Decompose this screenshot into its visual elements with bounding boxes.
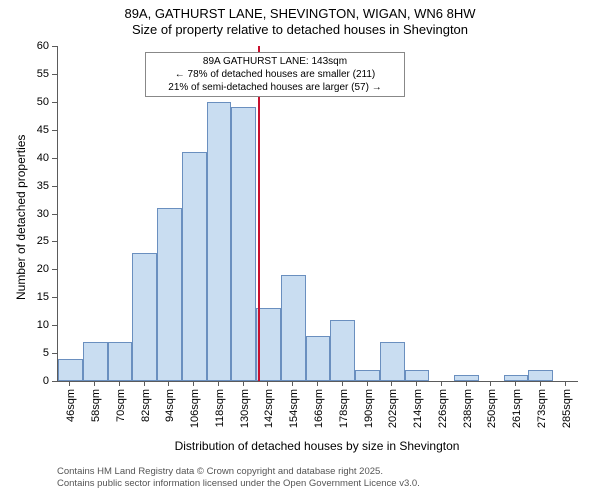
x-axis-label: Distribution of detached houses by size …	[57, 439, 577, 453]
y-tick-label: 60	[29, 40, 49, 52]
annotation-line3: 21% of semi-detached houses are larger (…	[150, 81, 400, 94]
x-tick-mark	[243, 381, 244, 386]
x-tick-mark	[69, 381, 70, 386]
y-tick-label: 55	[29, 68, 49, 80]
x-tick-label: 118sqm	[214, 389, 226, 427]
histogram-bar	[132, 253, 157, 381]
x-tick-label: 238sqm	[462, 389, 474, 428]
x-tick-label: 202sqm	[387, 389, 399, 428]
x-tick-mark	[94, 381, 95, 386]
x-tick-mark	[515, 381, 516, 386]
x-tick-label: 154sqm	[288, 389, 300, 428]
x-tick-mark	[540, 381, 541, 386]
histogram-bar	[306, 336, 331, 381]
y-tick-label: 0	[29, 375, 49, 387]
x-tick-mark	[466, 381, 467, 386]
x-tick-mark	[218, 381, 219, 386]
x-tick-label: 226sqm	[437, 389, 449, 428]
annotation-line1: 89A GATHURST LANE: 143sqm	[150, 55, 400, 68]
x-tick-mark	[317, 381, 318, 386]
y-tick-label: 25	[29, 235, 49, 247]
y-tick-mark	[52, 214, 57, 215]
x-tick-label: 214sqm	[412, 389, 424, 428]
x-tick-label: 261sqm	[511, 389, 523, 428]
histogram-bar	[108, 342, 133, 381]
histogram-bar	[157, 208, 182, 381]
x-tick-label: 166sqm	[313, 389, 325, 428]
footer-line2: Contains public sector information licen…	[57, 478, 420, 490]
y-tick-label: 10	[29, 319, 49, 331]
histogram-bar	[58, 359, 83, 381]
x-tick-label: 273sqm	[536, 389, 548, 428]
x-tick-label: 285sqm	[561, 389, 573, 428]
x-tick-label: 106sqm	[189, 389, 201, 428]
x-tick-label: 46sqm	[65, 389, 77, 422]
x-tick-mark	[490, 381, 491, 386]
x-tick-mark	[367, 381, 368, 386]
footer-line1: Contains HM Land Registry data © Crown c…	[57, 466, 420, 478]
x-tick-label: 250sqm	[486, 389, 498, 428]
x-tick-label: 178sqm	[338, 389, 350, 428]
x-tick-label: 82sqm	[140, 389, 152, 422]
x-tick-mark	[565, 381, 566, 386]
x-tick-mark	[441, 381, 442, 386]
x-tick-mark	[119, 381, 120, 386]
y-tick-label: 45	[29, 124, 49, 136]
histogram-bar	[231, 107, 256, 381]
y-axis-label: Number of detached properties	[14, 135, 28, 300]
footer-text: Contains HM Land Registry data © Crown c…	[57, 466, 420, 490]
x-tick-label: 58sqm	[90, 389, 102, 422]
y-tick-mark	[52, 353, 57, 354]
y-tick-mark	[52, 46, 57, 47]
x-tick-mark	[416, 381, 417, 386]
y-tick-mark	[52, 325, 57, 326]
x-tick-mark	[292, 381, 293, 386]
x-tick-label: 94sqm	[164, 389, 176, 422]
histogram-bar	[182, 152, 207, 381]
x-tick-mark	[193, 381, 194, 386]
histogram-bar	[380, 342, 405, 381]
chart-subtitle: Size of property relative to detached ho…	[0, 22, 600, 38]
x-tick-mark	[342, 381, 343, 386]
histogram-bar	[528, 370, 553, 381]
y-tick-mark	[52, 102, 57, 103]
y-tick-label: 15	[29, 291, 49, 303]
y-tick-mark	[52, 186, 57, 187]
y-tick-mark	[52, 158, 57, 159]
x-tick-mark	[391, 381, 392, 386]
histogram-bar	[83, 342, 108, 381]
x-tick-mark	[144, 381, 145, 386]
y-tick-label: 35	[29, 180, 49, 192]
x-tick-mark	[168, 381, 169, 386]
annotation-line2: ← 78% of detached houses are smaller (21…	[150, 68, 400, 81]
y-tick-label: 20	[29, 263, 49, 275]
chart-container: 89A, GATHURST LANE, SHEVINGTON, WIGAN, W…	[0, 0, 600, 500]
histogram-bar	[330, 320, 355, 381]
y-tick-mark	[52, 130, 57, 131]
x-tick-label: 70sqm	[115, 389, 127, 422]
y-tick-mark	[52, 269, 57, 270]
chart-title: 89A, GATHURST LANE, SHEVINGTON, WIGAN, W…	[0, 6, 600, 22]
y-tick-mark	[52, 241, 57, 242]
y-tick-label: 50	[29, 96, 49, 108]
histogram-bar	[405, 370, 430, 381]
histogram-bar	[454, 375, 479, 381]
x-tick-label: 190sqm	[363, 389, 375, 428]
x-tick-label: 130sqm	[239, 389, 251, 428]
title-block: 89A, GATHURST LANE, SHEVINGTON, WIGAN, W…	[0, 0, 600, 39]
y-tick-label: 30	[29, 208, 49, 220]
x-tick-mark	[267, 381, 268, 386]
histogram-bar	[355, 370, 380, 381]
annotation-box: 89A GATHURST LANE: 143sqm ← 78% of detac…	[145, 52, 405, 97]
y-tick-label: 40	[29, 152, 49, 164]
x-tick-label: 142sqm	[263, 389, 275, 428]
y-tick-mark	[52, 74, 57, 75]
histogram-bar	[281, 275, 306, 381]
y-tick-label: 5	[29, 347, 49, 359]
y-tick-mark	[52, 381, 57, 382]
y-tick-mark	[52, 297, 57, 298]
histogram-bar	[207, 102, 232, 381]
